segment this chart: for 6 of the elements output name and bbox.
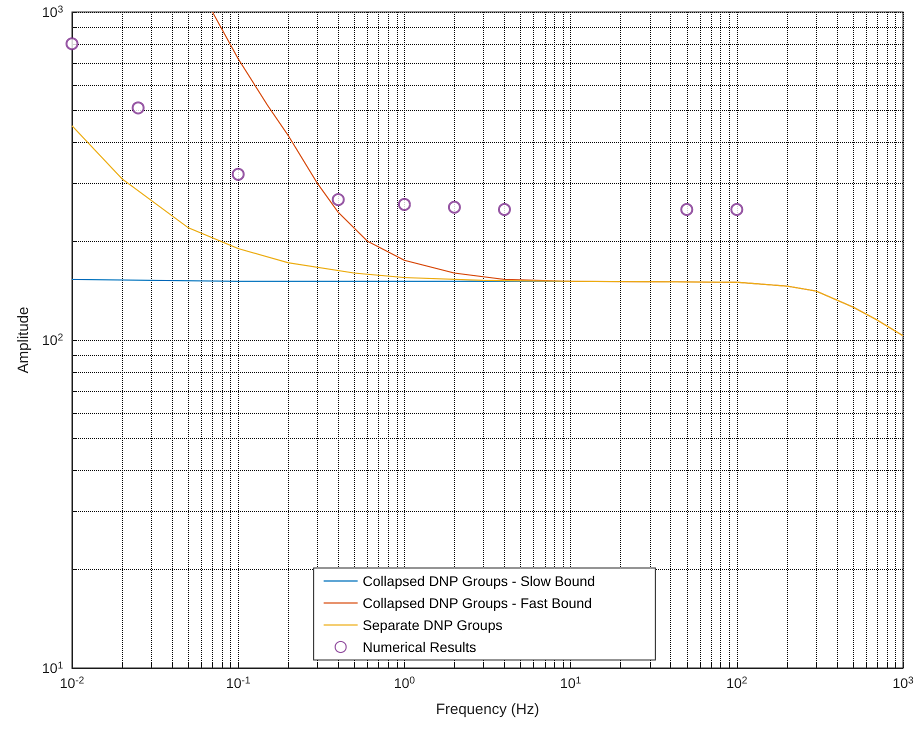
- x-axis-title: Frequency (Hz): [436, 701, 540, 718]
- y-axis-title: Amplitude: [15, 306, 32, 374]
- legend-label: Collapsed DNP Groups - Slow Bound: [362, 573, 596, 589]
- legend-label: Numerical Results: [362, 639, 476, 655]
- legend-label: Collapsed DNP Groups - Fast Bound: [362, 595, 592, 611]
- legend-label: Separate DNP Groups: [362, 617, 502, 633]
